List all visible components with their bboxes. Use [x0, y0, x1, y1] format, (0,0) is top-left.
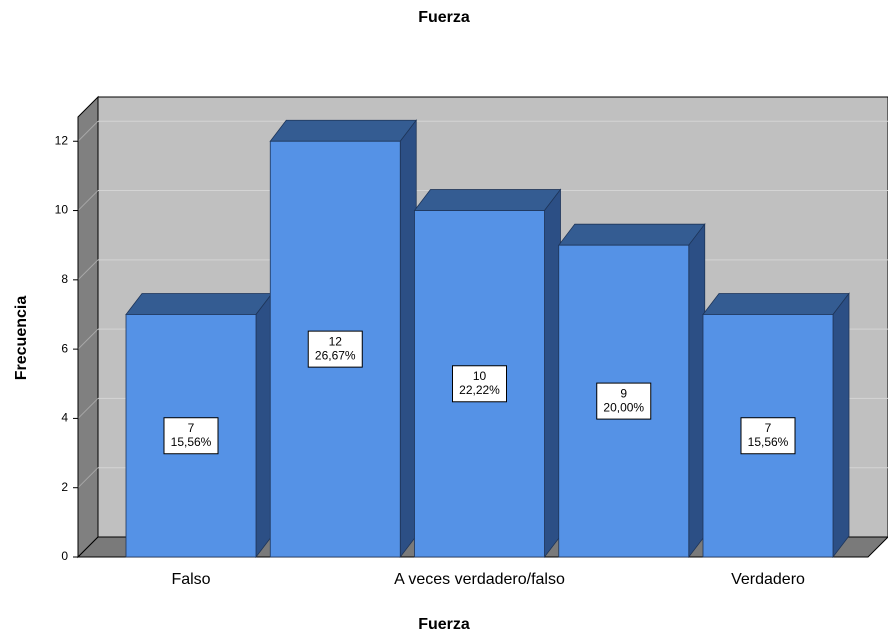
bar-top	[125, 293, 273, 315]
bar-top	[557, 223, 706, 246]
data-label-box	[740, 417, 796, 455]
data-label-box	[596, 382, 652, 420]
y-tick-label: 8	[61, 272, 68, 286]
y-axis-title: Frecuencia	[13, 296, 30, 381]
side-wall	[77, 95, 99, 559]
data-label-percent: 22,22%	[459, 383, 500, 397]
x-tick-label: Falso	[171, 571, 210, 588]
y-tick-label: 10	[55, 203, 69, 217]
grid-line	[77, 467, 99, 489]
data-label-percent: 15,56%	[171, 435, 212, 449]
data-label-percent: 15,56%	[748, 435, 789, 449]
bar-top	[413, 189, 562, 211]
bar-side	[688, 223, 706, 559]
bar-side	[544, 188, 561, 559]
data-label-percent: 26,67%	[315, 348, 356, 362]
x-axis-title: Fuerza	[418, 616, 470, 633]
data-label-box	[163, 417, 219, 455]
bar-side	[832, 292, 850, 559]
data-label: 12	[329, 334, 343, 348]
chart-title: Fuerza	[418, 9, 470, 26]
grid-line	[77, 190, 99, 211]
x-tick-label: A veces verdadero/falso	[394, 571, 565, 588]
grid-line	[77, 259, 99, 281]
y-tick-label: 0	[61, 549, 68, 563]
data-label: 10	[473, 369, 487, 383]
y-tick-label: 4	[61, 411, 68, 425]
data-label: 7	[765, 421, 772, 435]
y-tick-label: 6	[61, 341, 68, 355]
grid-line	[77, 398, 99, 419]
bar-side	[399, 119, 417, 559]
bar-top	[269, 119, 418, 142]
x-tick-label: Verdadero	[731, 571, 805, 588]
data-label-box	[307, 330, 363, 368]
data-label-percent: 20,00%	[603, 400, 644, 414]
data-label: 9	[620, 386, 627, 400]
data-label: 7	[188, 421, 195, 435]
bar-top	[702, 293, 850, 315]
y-tick-label: 12	[55, 133, 69, 147]
grid-line	[77, 120, 99, 142]
y-tick-label: 2	[61, 480, 68, 494]
bar-side	[255, 292, 273, 559]
grid-line	[77, 328, 99, 350]
data-label-box	[452, 365, 507, 403]
